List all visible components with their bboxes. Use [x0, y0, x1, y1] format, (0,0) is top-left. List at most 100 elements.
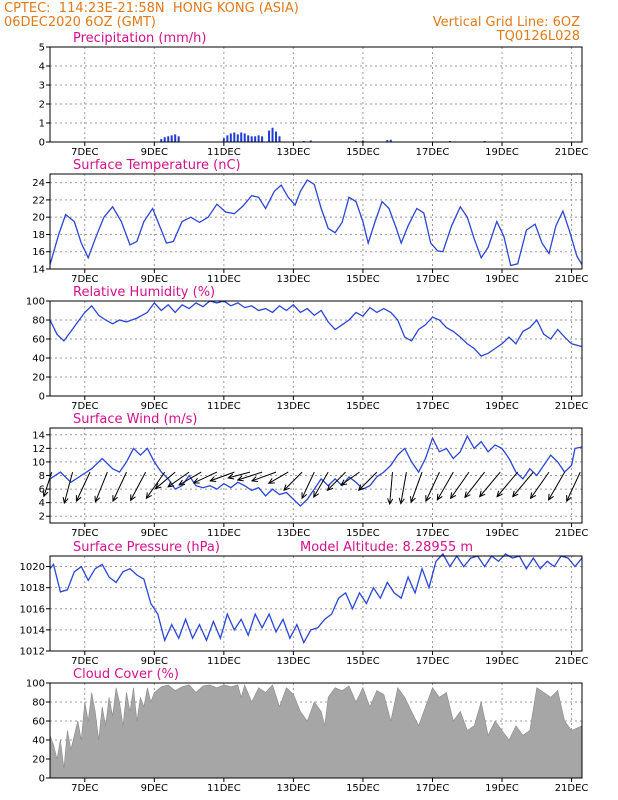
y-tick-label: 0 [39, 138, 45, 149]
wind-vector [94, 471, 108, 502]
x-tick-label: 13DEC [277, 401, 311, 412]
wind-vector-head [512, 490, 519, 498]
y-tick-label: 16 [32, 247, 45, 258]
precip-bar [278, 136, 281, 142]
wind-vector-head [529, 492, 537, 500]
x-tick-label: 9DEC [141, 656, 168, 667]
wind-vector-head [130, 494, 136, 502]
wind-vector-head [548, 493, 554, 501]
x-tick-label: 13DEC [277, 656, 311, 667]
x-tick-label: 21DEC [555, 274, 589, 285]
x-tick-label: 9DEC [141, 401, 168, 412]
y-tick-label: 6 [39, 485, 45, 496]
precip-bar [233, 132, 236, 142]
x-tick-label: 11DEC [207, 274, 241, 285]
wind-vector [283, 471, 303, 491]
precip-bar [167, 136, 170, 142]
series-line [49, 179, 583, 267]
precip-bar [268, 130, 271, 142]
wind-vector-head [62, 497, 69, 505]
wind-vector [425, 471, 440, 502]
x-tick-label: 7DEC [71, 401, 98, 412]
wind-vector [193, 471, 218, 484]
panel-title: Relative Humidity (%) [73, 285, 215, 300]
wind-vector [155, 471, 176, 489]
wind-vector [340, 471, 360, 486]
wind-vector-head [112, 495, 118, 503]
wind-vector-head [167, 481, 175, 488]
wind-vector [237, 471, 263, 481]
precip-bar [275, 131, 278, 142]
wind-vector-head [178, 479, 186, 486]
x-tick-label: 21DEC [555, 401, 589, 412]
y-tick-label: 2 [39, 512, 45, 523]
series-line [49, 434, 583, 507]
wind-vector-head [478, 490, 486, 498]
wind-vector-head [340, 479, 348, 486]
panel-frame [49, 555, 583, 652]
wind-vector [145, 471, 166, 499]
cloud-cover-area [49, 683, 583, 779]
x-tick-label: 9DEC [141, 274, 168, 285]
x-tick-label: 13DEC [277, 274, 311, 285]
wind-vector [566, 471, 581, 502]
panel-title: Cloud Cover (%) [73, 667, 179, 682]
panel-frame [49, 173, 583, 270]
wind-vector [400, 472, 407, 504]
wind-vector-head [357, 484, 365, 492]
wind-vector-head [436, 493, 443, 501]
wind-vector-head [326, 484, 334, 492]
x-tick-label: 19DEC [485, 656, 519, 667]
y-tick-label: 60 [32, 717, 45, 728]
precip-bar [160, 139, 163, 142]
wind-vector [410, 471, 423, 503]
panel-title: Surface Temperature (nC) [73, 158, 241, 173]
panel-frame [49, 682, 583, 779]
x-tick-label: 7DEC [71, 274, 98, 285]
wind-vector [313, 471, 329, 498]
x-tick-label: 7DEC [71, 783, 98, 794]
x-tick-label: 17DEC [416, 783, 450, 794]
y-tick-label: 80 [32, 316, 45, 327]
x-tick-label: 17DEC [416, 147, 450, 158]
wind-vector [76, 471, 91, 502]
x-tick-label: 21DEC [555, 783, 589, 794]
header-right-line1: Vertical Grid Line: 6OZ [432, 15, 580, 30]
precip-bar [222, 138, 225, 142]
wind-vector [251, 471, 277, 482]
wind-vector [389, 472, 393, 505]
precip-bar [229, 133, 232, 142]
x-tick-label: 9DEC [141, 783, 168, 794]
x-tick-label: 11DEC [207, 147, 241, 158]
x-tick-label: 7DEC [71, 656, 98, 667]
wind-vector [512, 471, 534, 497]
y-tick-label: 14 [32, 265, 45, 276]
precip-bar [271, 127, 274, 142]
x-tick-label: 21DEC [555, 147, 589, 158]
panel-1: Precipitation (mm/h) 0 1 2 3 4 5 7DEC 9DEC 11DEC 1… [39, 31, 589, 158]
x-tick-label: 15DEC [346, 656, 380, 667]
wind-vector-head [410, 496, 416, 504]
precip-bar [243, 133, 246, 142]
panel-annotation: Model Altitude: 8.28955 m [300, 540, 473, 555]
wind-vector [327, 471, 346, 491]
wind-vector [167, 471, 190, 488]
precip-bar [170, 135, 173, 142]
wind-vector-head [464, 491, 471, 499]
y-tick-label: 1 [39, 119, 45, 130]
wind-vector [358, 471, 378, 491]
y-tick-label: 5 [39, 43, 45, 54]
y-tick-label: 100 [26, 297, 45, 308]
wind-vector-head [42, 490, 49, 498]
y-tick-label: 40 [32, 736, 45, 747]
x-tick-label: 13DEC [277, 783, 311, 794]
precip-bar [309, 140, 312, 142]
wind-vector-head [566, 495, 572, 503]
x-tick-label: 7DEC [71, 528, 98, 539]
x-tick-label: 7DEC [71, 147, 98, 158]
wind-vector [63, 471, 74, 504]
wind-vector-head [75, 495, 82, 503]
precip-bar [247, 135, 250, 142]
x-tick-label: 19DEC [485, 274, 519, 285]
wind-vector-head [387, 498, 394, 506]
